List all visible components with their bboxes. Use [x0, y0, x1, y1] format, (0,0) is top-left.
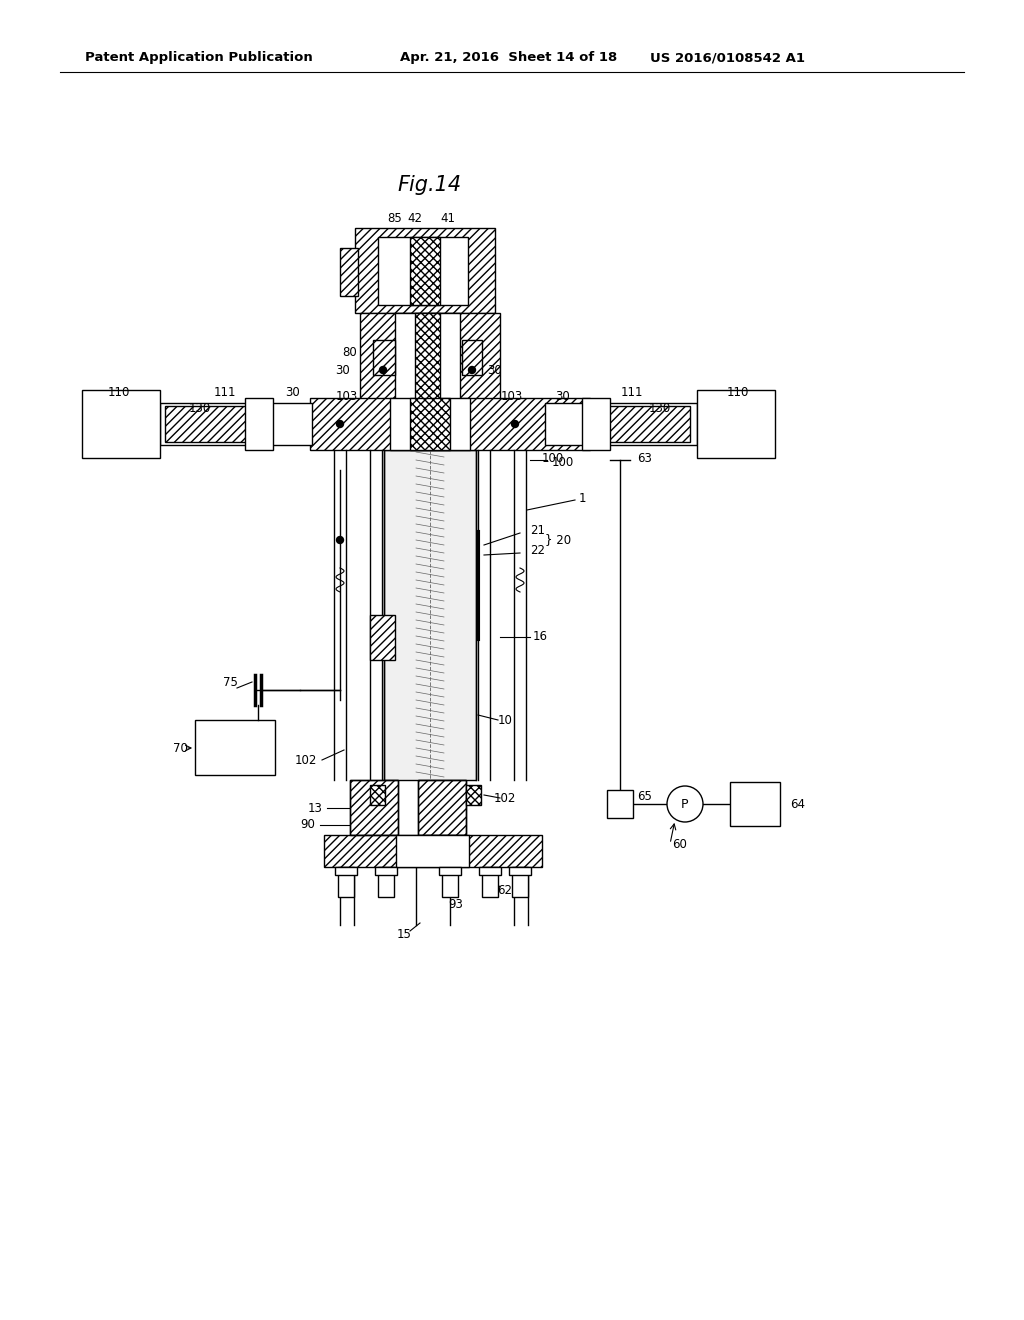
- Bar: [545, 403, 697, 445]
- Bar: [418, 780, 466, 836]
- Bar: [466, 785, 481, 805]
- Bar: [324, 836, 542, 867]
- Text: 130: 130: [188, 401, 211, 414]
- Text: 111: 111: [214, 385, 237, 399]
- Bar: [482, 867, 498, 898]
- Text: 1: 1: [579, 491, 586, 504]
- Text: 30: 30: [286, 385, 300, 399]
- Circle shape: [512, 421, 518, 428]
- Text: 70: 70: [173, 742, 188, 755]
- Bar: [418, 780, 466, 836]
- Bar: [442, 867, 458, 898]
- Text: 41: 41: [440, 211, 456, 224]
- Bar: [378, 867, 394, 898]
- Text: 100: 100: [542, 451, 564, 465]
- Circle shape: [337, 536, 343, 544]
- Bar: [350, 780, 398, 836]
- Text: 110: 110: [108, 385, 130, 399]
- Bar: [462, 341, 482, 375]
- Bar: [165, 407, 255, 442]
- Text: 110: 110: [727, 385, 750, 399]
- Text: 63: 63: [637, 451, 652, 465]
- Text: 111: 111: [621, 385, 643, 399]
- Text: 80: 80: [343, 346, 357, 359]
- Text: 65: 65: [638, 791, 652, 804]
- Bar: [350, 780, 398, 836]
- Bar: [384, 450, 476, 780]
- Text: 85: 85: [388, 211, 402, 224]
- Text: 60: 60: [673, 838, 687, 851]
- Bar: [245, 399, 273, 450]
- Text: 103: 103: [336, 389, 358, 403]
- Text: 30: 30: [487, 363, 503, 376]
- Bar: [607, 789, 633, 818]
- Bar: [697, 389, 775, 458]
- Text: US 2016/0108542 A1: US 2016/0108542 A1: [650, 51, 805, 65]
- Bar: [582, 399, 610, 450]
- Bar: [370, 615, 395, 660]
- Text: 16: 16: [532, 631, 548, 644]
- Text: 13: 13: [307, 801, 323, 814]
- Bar: [415, 313, 440, 400]
- Bar: [335, 867, 357, 875]
- Text: 102: 102: [494, 792, 516, 804]
- Text: 15: 15: [396, 928, 412, 941]
- Bar: [338, 867, 354, 898]
- Bar: [600, 407, 690, 442]
- Bar: [439, 867, 461, 875]
- Text: 64: 64: [790, 797, 805, 810]
- Bar: [370, 785, 385, 805]
- Circle shape: [469, 367, 475, 374]
- Circle shape: [337, 421, 343, 428]
- Bar: [355, 228, 495, 313]
- Text: 42: 42: [408, 211, 423, 224]
- Text: } 20: } 20: [545, 533, 571, 546]
- Text: 30: 30: [556, 389, 570, 403]
- Text: 21: 21: [530, 524, 545, 536]
- Bar: [512, 867, 528, 898]
- Text: 75: 75: [222, 676, 238, 689]
- Bar: [360, 313, 500, 400]
- Bar: [378, 238, 468, 305]
- Bar: [195, 719, 275, 775]
- Text: Patent Application Publication: Patent Application Publication: [85, 51, 312, 65]
- Bar: [160, 403, 312, 445]
- Bar: [509, 867, 531, 875]
- Bar: [395, 313, 460, 400]
- Text: 93: 93: [449, 899, 464, 912]
- Text: 100: 100: [552, 455, 574, 469]
- Bar: [479, 867, 501, 875]
- Bar: [410, 238, 440, 305]
- Text: Apr. 21, 2016  Sheet 14 of 18: Apr. 21, 2016 Sheet 14 of 18: [400, 51, 617, 65]
- Text: 22: 22: [530, 544, 545, 557]
- Bar: [730, 781, 780, 826]
- Bar: [310, 399, 590, 450]
- Text: 10: 10: [498, 714, 512, 726]
- Bar: [410, 399, 450, 450]
- Text: 103: 103: [501, 389, 523, 403]
- Circle shape: [667, 785, 703, 822]
- Bar: [390, 399, 470, 450]
- Text: 62: 62: [498, 883, 512, 896]
- Bar: [340, 248, 358, 296]
- Circle shape: [380, 367, 386, 374]
- Text: 102: 102: [295, 754, 317, 767]
- Bar: [396, 836, 469, 867]
- Text: P: P: [681, 797, 689, 810]
- Text: Fig.14: Fig.14: [398, 176, 462, 195]
- Bar: [373, 341, 395, 375]
- Text: 130: 130: [649, 401, 671, 414]
- Text: 90: 90: [301, 818, 315, 832]
- Bar: [375, 867, 397, 875]
- Bar: [82, 389, 160, 458]
- Text: 30: 30: [336, 363, 350, 376]
